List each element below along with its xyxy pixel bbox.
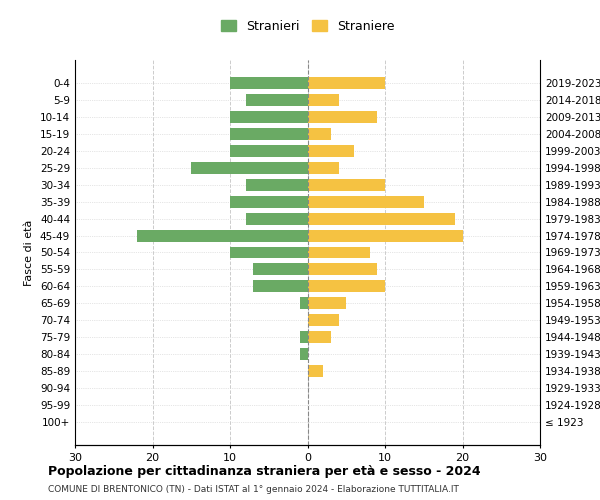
Bar	[308, 314, 338, 326]
Text: COMUNE DI BRENTONICO (TN) - Dati ISTAT al 1° gennaio 2024 - Elaborazione TUTTITA: COMUNE DI BRENTONICO (TN) - Dati ISTAT a…	[48, 485, 459, 494]
Bar	[230, 112, 308, 123]
Bar	[230, 78, 308, 90]
Bar	[308, 365, 323, 377]
Bar	[308, 246, 370, 258]
Bar	[300, 348, 308, 360]
Bar	[191, 162, 308, 174]
Bar	[230, 128, 308, 140]
Bar	[230, 246, 308, 258]
Bar	[308, 230, 463, 241]
Bar	[308, 145, 354, 157]
Bar	[230, 196, 308, 207]
Bar	[308, 280, 385, 292]
Bar	[308, 196, 424, 207]
Bar	[253, 264, 308, 276]
Bar	[230, 145, 308, 157]
Bar	[308, 264, 377, 276]
Bar	[253, 280, 308, 292]
Bar	[308, 78, 385, 90]
Bar	[308, 112, 377, 123]
Bar	[308, 128, 331, 140]
Bar	[245, 213, 308, 224]
Bar	[300, 298, 308, 309]
Bar	[308, 331, 331, 343]
Bar	[245, 94, 308, 106]
Text: Popolazione per cittadinanza straniera per età e sesso - 2024: Popolazione per cittadinanza straniera p…	[48, 465, 481, 478]
Bar	[300, 331, 308, 343]
Y-axis label: Fasce di età: Fasce di età	[25, 220, 34, 286]
Bar	[137, 230, 308, 241]
Bar	[245, 179, 308, 191]
Bar	[308, 179, 385, 191]
Legend: Stranieri, Straniere: Stranieri, Straniere	[217, 16, 398, 36]
Bar	[308, 213, 455, 224]
Bar	[308, 162, 338, 174]
Bar	[308, 298, 346, 309]
Bar	[308, 94, 338, 106]
